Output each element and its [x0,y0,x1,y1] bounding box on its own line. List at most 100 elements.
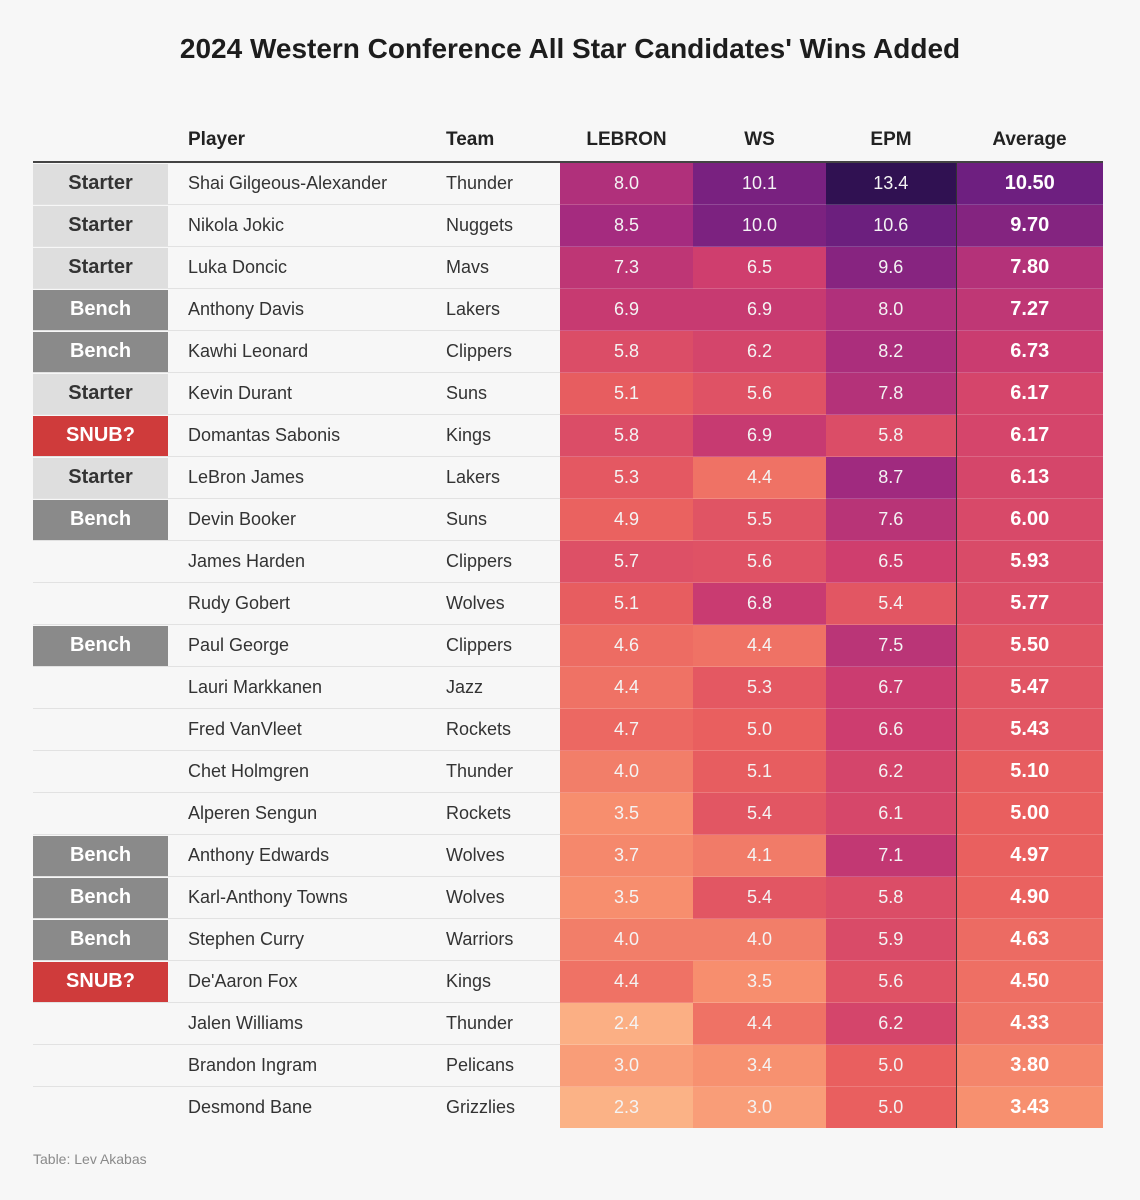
lebron-value: 8.5 [560,204,693,247]
table-row: SNUB? Domantas Sabonis Kings 5.8 6.9 5.8 6.17 [33,414,1103,457]
lebron-value: 5.1 [560,582,693,625]
lebron-value: 7.3 [560,246,693,289]
table-row: Starter Shai Gilgeous-Alexander Thunder 8.0… [33,162,1103,205]
status-badge: SNUB? [33,415,168,456]
status-badge: Bench [33,835,168,876]
average-value: 6.13 [955,456,1103,499]
table-row: Brandon Ingram Pelicans 3.0 3.4 5.0 3.80 [33,1044,1103,1087]
player-name: Paul George [168,624,426,667]
status-cell [33,1002,168,1045]
epm-value: 6.1 [826,792,956,835]
lebron-value: 4.7 [560,708,693,751]
ws-value: 6.9 [693,414,826,457]
header-average: Average [956,119,1103,163]
header-epm: EPM [826,119,956,163]
average-value: 6.17 [955,414,1103,457]
status-cell [33,708,168,751]
status-cell: Starter [33,456,168,499]
ws-value: 6.2 [693,330,826,373]
epm-value: 6.5 [826,540,956,583]
team-name: Thunder [446,173,514,193]
lebron-value: 2.3 [560,1086,693,1128]
team-name: Kings [426,414,560,457]
status-cell: Starter [33,372,168,415]
team-name: Mavs [426,246,560,289]
lebron-value: 3.5 [560,792,693,835]
ws-value: 3.0 [693,1086,826,1128]
status-badge: Bench [33,289,168,330]
wins-added-table: Player Team LEBRON WS EPM Average Starte… [33,119,1103,1128]
ws-value: 3.5 [693,960,826,1003]
status-cell: Starter [33,204,168,247]
average-value: 6.17 [955,372,1103,415]
average-value: 5.93 [955,540,1103,583]
player-name: James Harden [168,540,426,583]
table-row: Bench Devin Booker Suns 4.9 5.5 7.6 6.00 [33,498,1103,541]
table-row: Starter Luka Doncic Mavs 7.3 6.5 9.6 7.80 [33,246,1103,289]
epm-value: 8.2 [826,330,956,373]
epm-value: 8.7 [826,456,956,499]
epm-value: 9.6 [826,246,956,289]
header-status [33,119,168,163]
ws-value: 5.6 [693,540,826,583]
player-name: Domantas Sabonis [168,414,426,457]
lebron-value: 3.5 [560,876,693,919]
player-name: Brandon Ingram [168,1044,426,1087]
table-row: Bench Kawhi Leonard Clippers 5.8 6.2 8.2 6.73 [33,330,1103,373]
average-value: 6.73 [955,330,1103,373]
average-value: 3.80 [955,1044,1103,1087]
ws-value: 6.8 [693,582,826,625]
ws-value: 5.6 [693,372,826,415]
epm-value: 5.8 [826,876,956,919]
team-name: Suns [426,498,560,541]
ws-value: 5.4 [693,792,826,835]
lebron-value: 5.3 [560,456,693,499]
player-name: Karl-Anthony Towns [168,876,426,919]
ws-value: 4.1 [693,834,826,877]
lebron-value: 4.9 [560,498,693,541]
player-name: Stephen Curry [168,918,426,961]
status-badge: Bench [33,499,168,540]
ws-value: 10.1 [693,162,826,205]
epm-value: 5.0 [826,1086,956,1128]
status-cell [33,792,168,835]
ws-value: 5.5 [693,498,826,541]
player-name: Chet Holmgren [168,750,426,793]
table-row: Starter Nikola Jokic Nuggets 8.5 10.0 10.6 9.7… [33,204,1103,247]
table-row: Bench Stephen Curry Warriors 4.0 4.0 5.9 4.63 [33,918,1103,961]
average-value: 9.70 [955,204,1103,247]
player-name: Rudy Gobert [168,582,426,625]
table-body: Starter Shai Gilgeous-Alexander Thunder 8.0… [33,162,1103,1128]
team-name: Lakers [426,456,560,499]
player-name: Luka Doncic [168,246,426,289]
player-name: LeBron James [168,456,426,499]
header-player: Player [168,119,426,163]
average-value: 7.27 [955,288,1103,331]
team-name: Wolves [426,834,560,877]
average-value: 4.33 [955,1002,1103,1045]
lebron-value: 6.9 [560,288,693,331]
player-name: Devin Booker [168,498,426,541]
lebron-value: 3.7 [560,834,693,877]
average-value: 5.00 [955,792,1103,835]
table-row: Bench Karl-Anthony Towns Wolves 3.5 5.4 5.8 4.… [33,876,1103,919]
average-value: 4.50 [955,960,1103,1003]
team-name: Clippers [426,330,560,373]
average-value: 5.43 [955,708,1103,751]
ws-value: 5.4 [693,876,826,919]
table-row: Bench Anthony Davis Lakers 6.9 6.9 8.0 7.27 [33,288,1103,331]
epm-value: 6.7 [826,666,956,709]
status-cell: Bench [33,918,168,961]
status-cell: Bench [33,624,168,667]
table-row: Desmond Bane Grizzlies 2.3 3.0 5.0 3.43 [33,1086,1103,1128]
average-value: 5.50 [955,624,1103,667]
epm-value: 7.1 [826,834,956,877]
epm-value: 7.5 [826,624,956,667]
table-row: Bench Anthony Edwards Wolves 3.7 4.1 7.1 4.97 [33,834,1103,877]
status-badge: Bench [33,877,168,918]
header-lebron: LEBRON [560,119,693,163]
average-value: 4.90 [955,876,1103,919]
ws-value: 5.1 [693,750,826,793]
status-badge: Bench [33,331,168,372]
ws-value: 6.5 [693,246,826,289]
